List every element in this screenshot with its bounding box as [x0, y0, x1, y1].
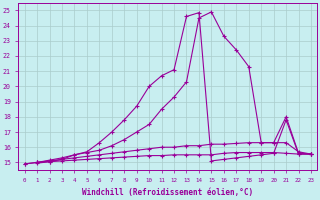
X-axis label: Windchill (Refroidissement éolien,°C): Windchill (Refroidissement éolien,°C) [82, 188, 253, 197]
